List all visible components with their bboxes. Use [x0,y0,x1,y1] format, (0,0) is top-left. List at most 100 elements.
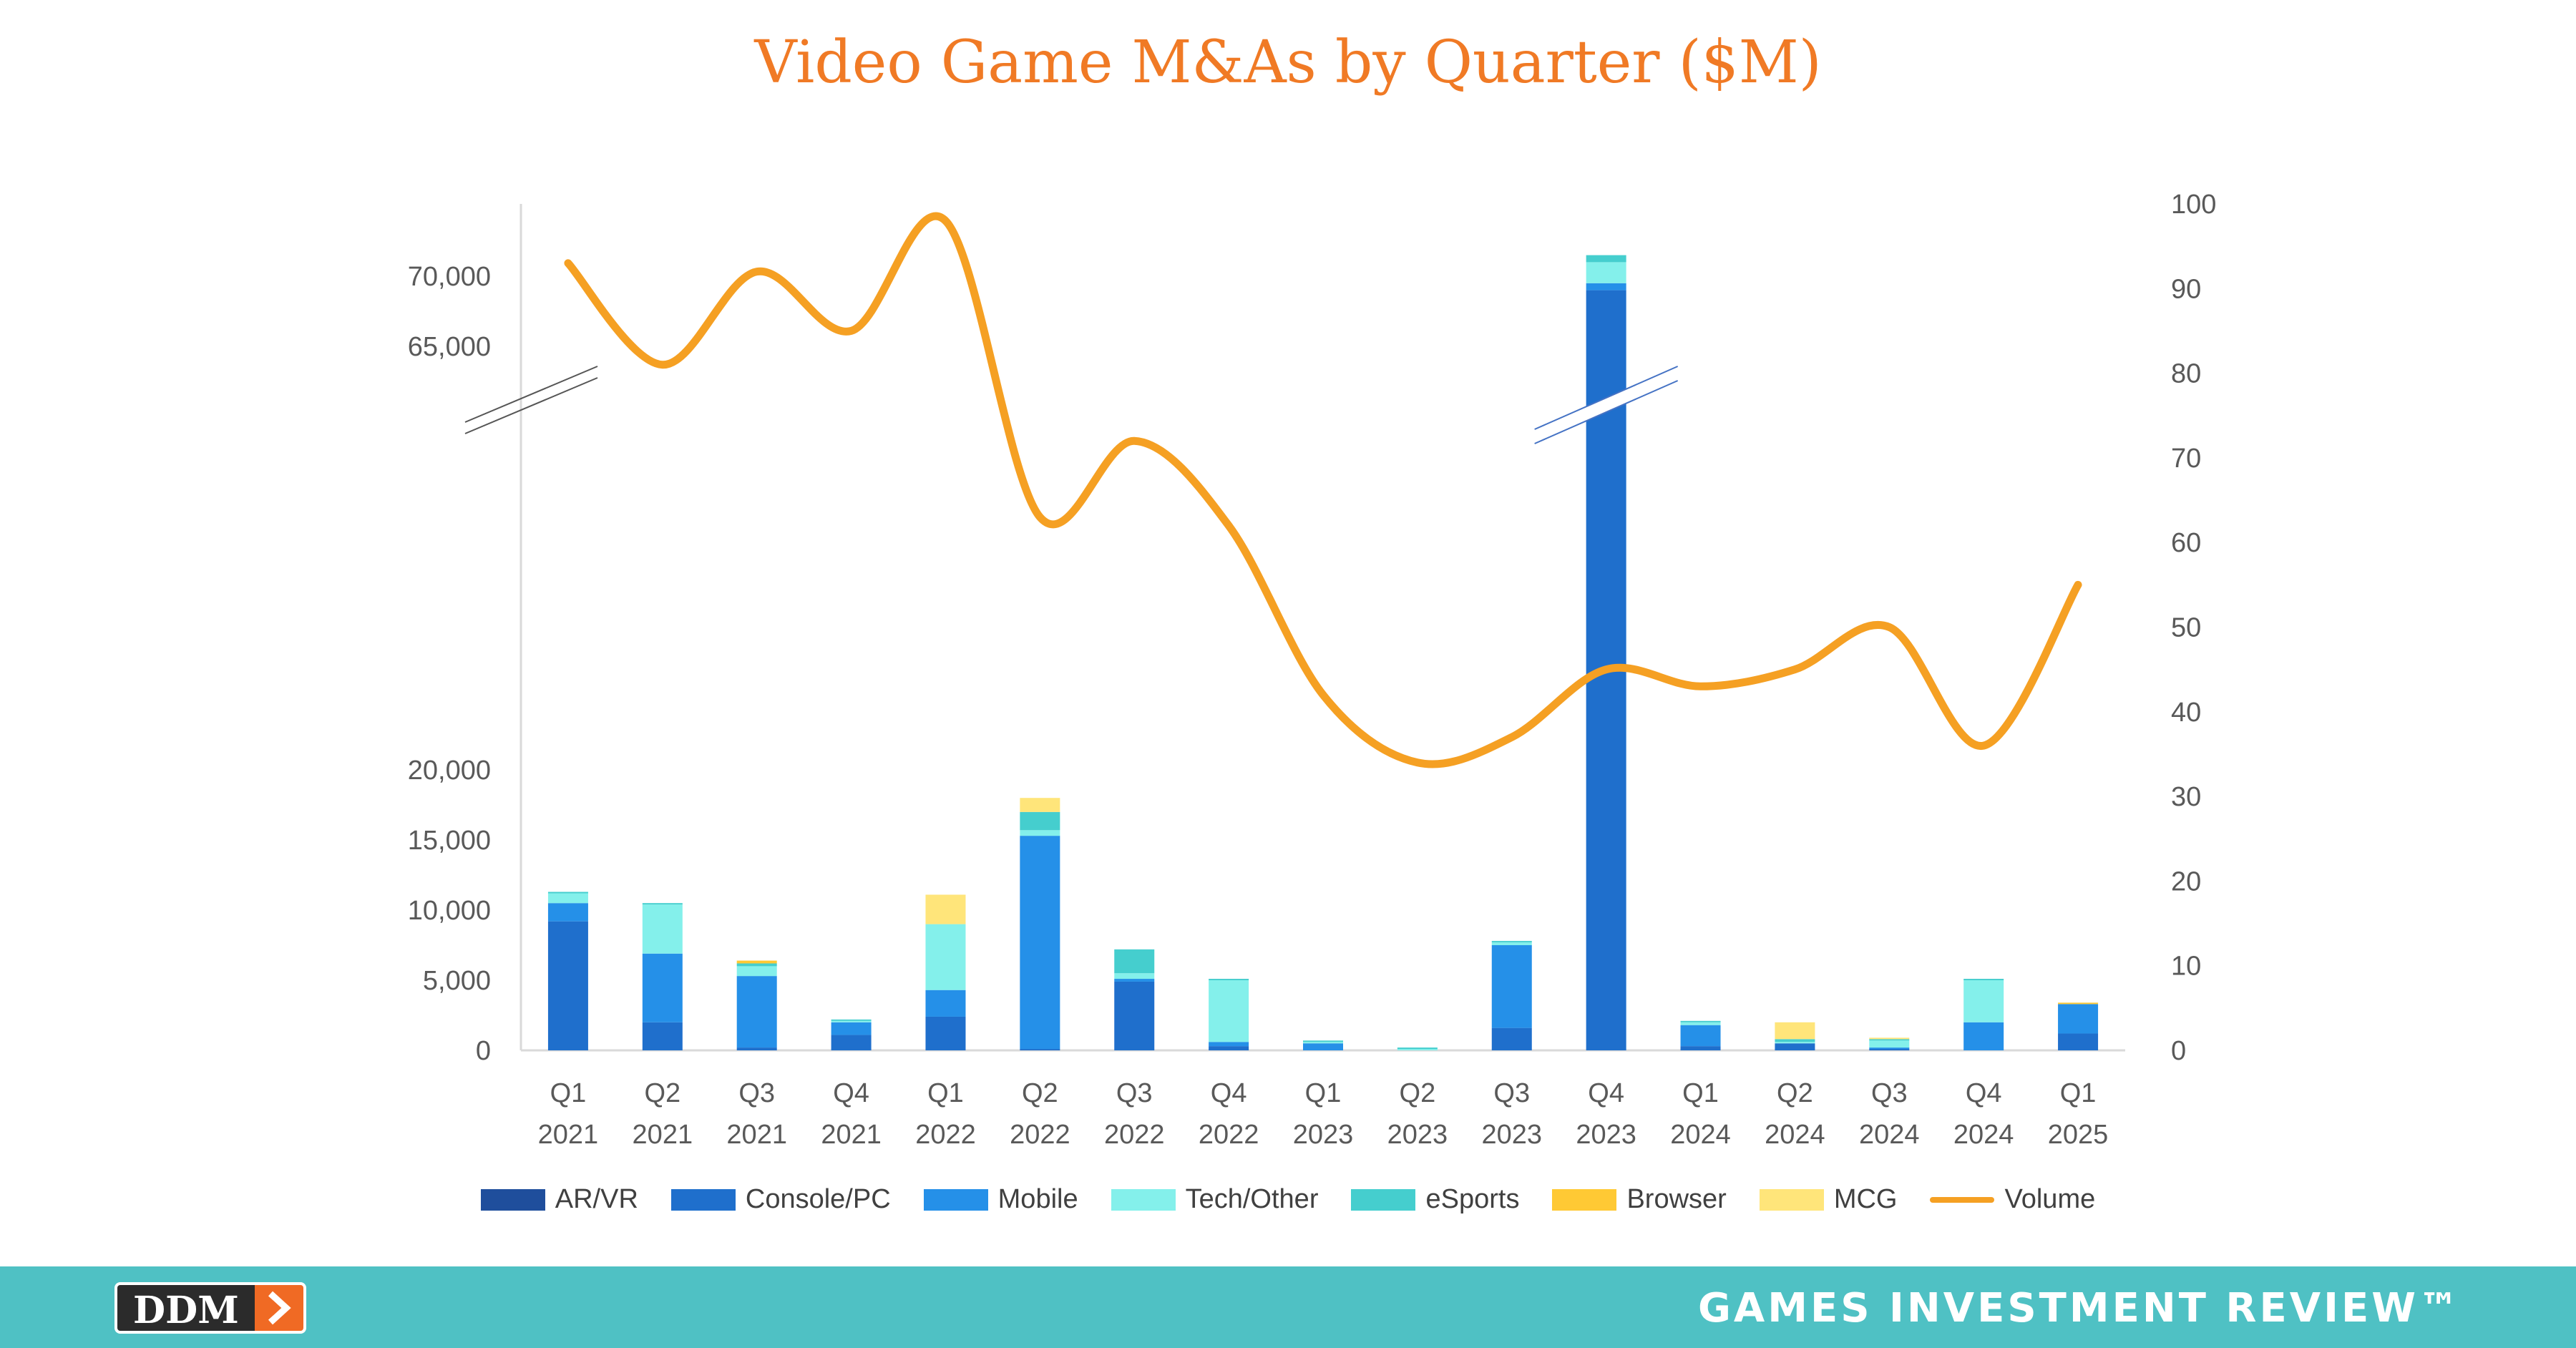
x-tick-label-year: 2024 [1953,1120,2014,1150]
bar-segment [1680,1020,1721,1022]
bar-segment [1491,941,1532,943]
bar-break [1534,366,1679,444]
x-tick-label-year: 2022 [915,1120,976,1150]
bar-segment [1114,979,1155,982]
bar-segment [925,894,966,924]
legend-item: Volume [1930,1184,2095,1215]
y-right-tick-label: 20 [2171,866,2201,897]
legend-label: Browser [1626,1184,1727,1214]
bar-segment [831,1022,872,1035]
x-tick-label: Q4 [833,1078,869,1108]
bar-segment [1586,283,1626,290]
bar-segment [1491,1027,1532,1050]
bar-segment [1020,836,1060,1050]
x-tick-label: Q1 [2060,1078,2097,1108]
x-tick-label: Q1 [927,1078,964,1108]
legend-item: Console/PC [670,1184,891,1215]
x-tick-label-year: 2022 [1104,1120,1165,1150]
bar-segment [1586,255,1626,263]
legend-swatch [480,1188,545,1211]
bar-segment [1775,1042,1815,1044]
break-line [1534,380,1679,444]
bar-segment [547,893,588,904]
bar-segment [1775,1039,1815,1042]
bar-segment [642,953,683,1022]
bar-segment [1775,1043,1815,1050]
footer-title: GAMES INVESTMENT REVIEW™ [1697,1285,2462,1332]
y-right-tick-label: 10 [2171,952,2201,982]
bar-segment [642,1022,683,1050]
logo-text: DDM [114,1282,255,1334]
bar-segment [736,960,777,964]
break-line [464,366,598,423]
bar-segment [1020,798,1060,812]
bar-segment [1869,1039,1910,1041]
x-tick-label-year: 2024 [1859,1120,1920,1150]
bar-segment [1114,981,1155,1050]
bar-segment [925,990,966,1017]
legend-line-swatch [1930,1196,1995,1203]
break-line [464,377,598,434]
bar-segment [1869,1049,1910,1050]
y-right-tick-label: 40 [2171,698,2201,728]
bar-segment [925,924,966,990]
bar-segment [642,904,683,954]
x-tick-label: Q1 [550,1078,587,1108]
line-layer [564,212,2082,768]
bar-segment [1680,1046,1721,1050]
y-left-tick-label: 5,000 [423,966,491,996]
y-left-tick-label: 70,000 [408,262,491,292]
footer-bar: DDM GAMES INVESTMENT REVIEW™ [0,1266,2576,1348]
bar-segment [1209,979,1249,980]
bar-segment [1680,1022,1721,1025]
bar-segment [1586,262,1626,283]
legend-swatch [670,1188,736,1211]
x-tick-label-year: 2025 [2048,1120,2109,1150]
bar-segment [547,892,588,894]
bar-segment [831,1019,872,1021]
bar-segment [547,903,588,922]
bar-segment [831,1020,872,1022]
chevron-right-icon [254,1282,306,1334]
y-left-tick-label: 10,000 [408,896,491,926]
y-left-tick-label: 15,000 [408,826,491,856]
y-left-tick-label: 0 [476,1036,491,1066]
legend-swatch [1552,1188,1617,1211]
x-tick-label: Q3 [738,1078,775,1108]
legend-swatch [1351,1188,1416,1211]
bar-segment [1209,1042,1249,1047]
bar-segment [1680,1025,1721,1047]
break-line [1534,366,1679,430]
bar-segment [1020,830,1060,836]
legend-item: AR/VR [480,1184,638,1215]
x-tick-label-year: 2021 [538,1120,599,1150]
y-right-tick-label: 0 [2171,1036,2186,1066]
y-left-tick-label: 20,000 [408,756,491,786]
y-right-tick-label: 30 [2171,782,2201,812]
y-left-tick-label: 65,000 [408,332,491,362]
x-tick-label: Q2 [1400,1078,1436,1108]
left-axis-break [464,366,598,434]
bar-segment [1303,1043,1343,1050]
legend-swatch [923,1188,988,1211]
bar-segment [1209,980,1249,1042]
legend-item: MCG [1759,1184,1897,1215]
bar-segment [1491,942,1532,945]
axis-breaks [464,366,1679,444]
x-tick-label: Q2 [1022,1078,1058,1108]
bar-segment [1869,1037,1910,1040]
x-tick-label-year: 2022 [1199,1120,1259,1150]
bar-segment [1491,945,1532,1028]
bar-segment [1869,1040,1910,1048]
bar-segment [736,1047,777,1050]
x-tick-label-year: 2023 [1293,1120,1354,1150]
bar-segment [1397,1047,1438,1050]
bars [547,255,2099,1051]
bar-segment [1114,949,1155,974]
x-tick-label-year: 2024 [1670,1120,1731,1150]
bar-segment [1963,1022,2004,1050]
y-right-tick-label: 60 [2171,528,2201,558]
legend-swatch [1759,1188,1824,1211]
x-tick-label: Q3 [1871,1078,1908,1108]
